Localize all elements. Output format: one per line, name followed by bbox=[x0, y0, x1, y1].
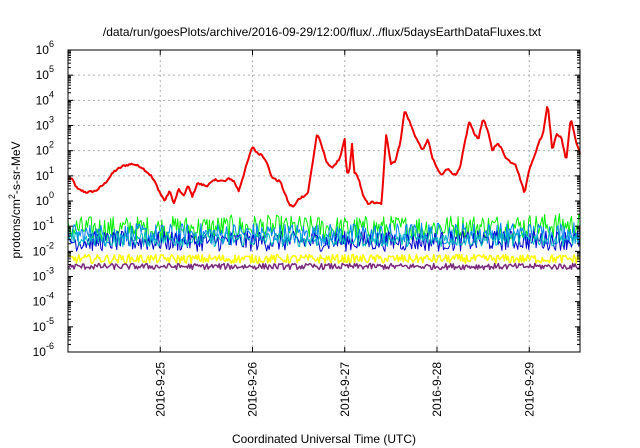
y-tick-label-exp: 6 bbox=[49, 39, 54, 49]
y-tick-label: 10-5 bbox=[33, 316, 54, 334]
y-tick-label-exp: -2 bbox=[46, 240, 54, 250]
x-axis: 2016-9-25 2016-9-26 2016-9-27 2016-9-28 2016… bbox=[153, 50, 536, 417]
y-tick-label-exp: -4 bbox=[46, 291, 54, 301]
y-tick-label: 101 bbox=[36, 165, 54, 183]
series-line-3 bbox=[67, 230, 581, 252]
y-axis-label-rest: -s-sr-MeV bbox=[9, 141, 23, 194]
y-tick-label: 105 bbox=[36, 64, 54, 82]
chart-title: /data/run/goesPlots/archive/2016-09-29/1… bbox=[103, 25, 542, 39]
series-line-6 bbox=[67, 262, 581, 271]
y-axis-label-base: protons/cm bbox=[9, 199, 23, 258]
series-line-0 bbox=[67, 106, 581, 208]
series-line-4 bbox=[67, 230, 581, 248]
y-tick-label-base: 10 bbox=[36, 169, 50, 183]
y-tick-label-exp: 1 bbox=[49, 165, 54, 175]
y-tick-label-base: 10 bbox=[36, 194, 50, 208]
y-tick-label-exp: 3 bbox=[49, 115, 54, 125]
series-line-5 bbox=[67, 253, 581, 265]
y-tick-label: 10-4 bbox=[33, 291, 54, 309]
y-tick-label: 10-1 bbox=[33, 215, 54, 233]
y-tick-label-base: 10 bbox=[33, 244, 47, 258]
y-tick-label-exp: 4 bbox=[49, 89, 54, 99]
y-tick-label-exp: -1 bbox=[46, 215, 54, 225]
x-tick-label: 2016-9-26 bbox=[246, 362, 260, 417]
y-tick-label: 10-2 bbox=[33, 240, 54, 258]
y-tick-label: 102 bbox=[36, 140, 54, 158]
y-tick-label: 10-6 bbox=[33, 341, 54, 359]
y-tick-label-base: 10 bbox=[36, 93, 50, 107]
y-tick-label-base: 10 bbox=[33, 320, 47, 334]
y-tick-label: 106 bbox=[36, 39, 54, 57]
x-tick-label: 2016-9-29 bbox=[522, 362, 536, 417]
y-tick-label-base: 10 bbox=[36, 68, 50, 82]
y-tick-label: 100 bbox=[36, 190, 54, 208]
y-tick-label-base: 10 bbox=[33, 270, 47, 284]
series-line-2 bbox=[67, 222, 581, 247]
y-tick-label-base: 10 bbox=[36, 119, 50, 133]
y-axis-label-sup: 2 bbox=[7, 194, 17, 199]
y-axis-label: protons/cm2-s-sr-MeV bbox=[7, 141, 23, 258]
y-tick-label-exp: -6 bbox=[46, 341, 54, 351]
y-tick-label-exp: 0 bbox=[49, 190, 54, 200]
x-axis-label: Coordinated Universal Time (UTC) bbox=[232, 432, 416, 446]
x-tick-label: 2016-9-25 bbox=[153, 362, 167, 417]
x-tick-label: 2016-9-27 bbox=[338, 362, 352, 417]
y-tick-label-exp: 2 bbox=[49, 140, 54, 150]
y-tick-label-base: 10 bbox=[33, 345, 47, 359]
y-tick-label-base: 10 bbox=[33, 295, 47, 309]
x-tick-label: 2016-9-28 bbox=[430, 362, 444, 417]
y-tick-label: 10-3 bbox=[33, 266, 54, 284]
y-tick-label: 103 bbox=[36, 115, 54, 133]
y-axis: 10-610-510-410-310-210-11001011021031041… bbox=[33, 39, 580, 359]
series-group bbox=[67, 106, 581, 271]
y-tick-label: 104 bbox=[36, 89, 54, 107]
y-tick-label-base: 10 bbox=[33, 219, 47, 233]
y-tick-label-base: 10 bbox=[36, 43, 50, 57]
y-tick-label-exp: 5 bbox=[49, 64, 54, 74]
y-tick-label-exp: -3 bbox=[46, 266, 54, 276]
y-tick-label-base: 10 bbox=[36, 144, 50, 158]
y-tick-label-exp: -5 bbox=[46, 316, 54, 326]
